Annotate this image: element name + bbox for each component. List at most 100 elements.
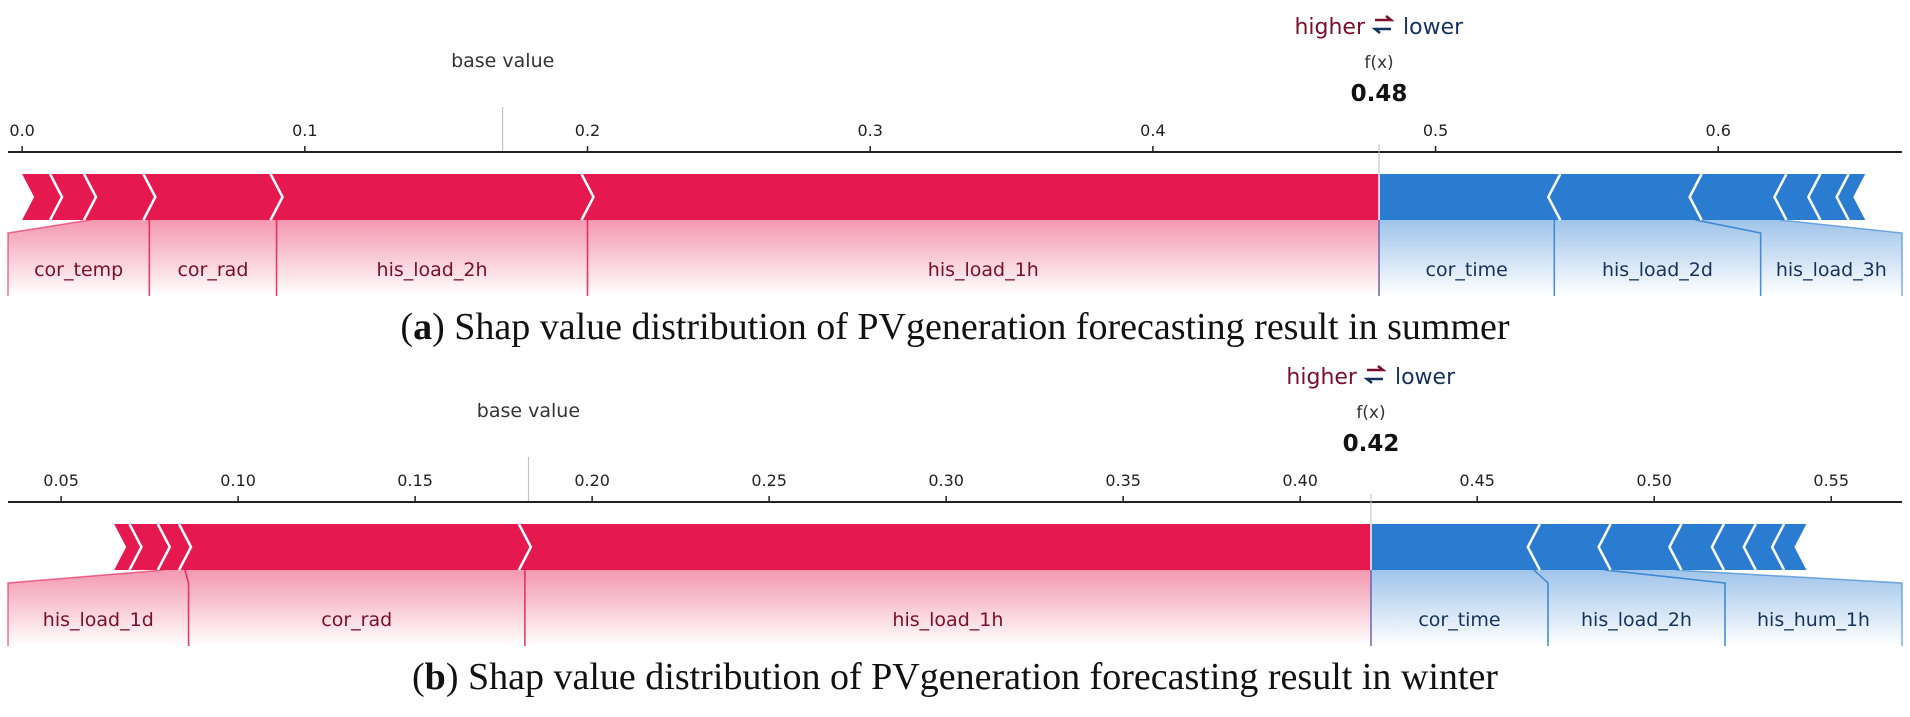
x-tick-label: 0.6	[1706, 121, 1731, 140]
feature-label: his_load_1d	[43, 609, 154, 631]
x-tick-label: 0.0	[9, 121, 34, 140]
feature-label: his_load_2h	[1581, 609, 1692, 631]
positive-segment-divider	[48, 173, 64, 221]
negative-segment-divider	[1742, 523, 1757, 571]
swap-arrows-icon	[1363, 365, 1387, 384]
winter-force-plot: higher lower f(x) 0.42 base value 0.05 0.10 0.1…	[7, 365, 1903, 698]
x-tick-label: 0.5	[1423, 121, 1448, 140]
caption-paren-open: (	[400, 306, 413, 348]
feature-label: his_load_2h	[377, 259, 488, 281]
x-tick-label: 0.40	[1282, 471, 1318, 490]
positive-bar	[22, 174, 1380, 220]
base-value-label: base value	[477, 400, 580, 422]
x-tick-label: 0.3	[857, 121, 882, 140]
caption-text: Shap value distribution of PVgeneration …	[445, 306, 1510, 348]
base-value-label: base value	[451, 50, 554, 72]
positive-segment-divider	[269, 173, 284, 221]
feature-label: his_hum_1h	[1757, 609, 1870, 631]
caption-text: Shap value distribution of PVgeneration …	[458, 656, 1498, 698]
negative-bar	[1379, 174, 1866, 220]
feature-band	[8, 220, 150, 296]
feature-connector	[7, 569, 164, 646]
feature-label: his_load_1h	[928, 259, 1039, 281]
legend-higher: higher	[1286, 365, 1357, 390]
feature-connector	[1533, 569, 1549, 646]
output-value: 0.42	[1343, 431, 1400, 457]
negative-bar	[1370, 524, 1807, 570]
feature-label: cor_time	[1418, 609, 1500, 631]
feature-label: cor_temp	[34, 259, 123, 281]
feature-connector	[1780, 219, 1903, 296]
negative-segment-divider	[1597, 523, 1612, 571]
x-tick-label: 0.15	[397, 471, 433, 490]
negative-segment-divider	[1526, 523, 1541, 571]
positive-segment-divider	[517, 523, 533, 571]
feature-band	[1695, 220, 1902, 296]
feature-label: cor_rad	[177, 259, 248, 281]
x-tick-label: 0.2	[575, 121, 600, 140]
fx-label: f(x)	[1356, 403, 1385, 423]
feature-band	[524, 570, 1371, 646]
feature-band	[149, 220, 277, 296]
feature-band	[185, 570, 525, 646]
positive-segment-divider	[580, 173, 595, 221]
feature-band	[1604, 570, 1902, 646]
x-tick-label: 0.10	[220, 471, 256, 490]
feature-band	[1554, 220, 1761, 296]
x-tick-label: 0.4	[1140, 121, 1165, 140]
positive-segment-divider	[82, 173, 98, 221]
figure-caption: (a) Shap value distribution of PVgenerat…	[400, 306, 1509, 348]
feature-band	[1379, 220, 1555, 296]
x-tick-label: 0.1	[292, 121, 317, 140]
negative-segment-divider	[1806, 173, 1822, 221]
feature-connector	[1675, 569, 1903, 646]
caption-letter: b	[425, 656, 446, 698]
feature-band	[1370, 570, 1548, 646]
x-tick-label: 0.55	[1813, 471, 1849, 490]
positive-segment-divider	[142, 173, 157, 221]
swap-arrows-icon	[1371, 15, 1395, 34]
negative-segment-divider	[1773, 173, 1788, 221]
x-tick-label: 0.45	[1459, 471, 1495, 490]
negative-segment-divider	[1770, 523, 1786, 571]
positive-segment-divider	[128, 523, 143, 571]
negative-segment-divider	[1546, 173, 1562, 221]
x-tick-label: 0.35	[1105, 471, 1141, 490]
feature-label: his_load_3h	[1776, 259, 1887, 281]
feature-band	[8, 570, 189, 646]
negative-segment-divider	[1688, 173, 1703, 221]
caption-paren-close: )	[432, 306, 445, 348]
feature-label: cor_time	[1426, 259, 1508, 281]
legend-lower: lower	[1403, 15, 1464, 40]
feature-band	[276, 220, 588, 296]
feature-label: his_load_1h	[892, 609, 1003, 631]
x-tick-label: 0.25	[751, 471, 787, 490]
feature-label: his_load_2d	[1602, 259, 1713, 281]
positive-bar	[114, 524, 1371, 570]
output-value: 0.48	[1351, 81, 1408, 107]
summer-force-plot: higher lower f(x) 0.48 base value 0.0 0.1 0.2 0.…	[7, 15, 1903, 348]
feature-connector	[1604, 569, 1726, 646]
caption-paren-open: (	[412, 656, 425, 698]
x-tick-label: 0.30	[928, 471, 964, 490]
caption-letter: a	[413, 306, 432, 348]
negative-segment-divider	[1710, 523, 1726, 571]
feature-connector	[1695, 219, 1762, 296]
feature-connector	[184, 569, 190, 646]
x-tick-label: 0.20	[574, 471, 610, 490]
feature-label: cor_rad	[321, 609, 392, 631]
x-tick-label: 0.50	[1636, 471, 1672, 490]
positive-segment-divider	[177, 523, 193, 571]
legend-lower: lower	[1395, 365, 1456, 390]
negative-segment-divider	[1668, 523, 1683, 571]
feature-connector	[7, 219, 91, 296]
fx-label: f(x)	[1364, 53, 1393, 73]
positive-segment-divider	[156, 523, 172, 571]
figure-caption: (b) Shap value distribution of PVgenerat…	[412, 656, 1498, 698]
negative-segment-divider	[1835, 173, 1850, 221]
legend-higher: higher	[1294, 15, 1365, 40]
feature-band	[1533, 570, 1725, 646]
feature-band	[587, 220, 1380, 296]
x-tick-label: 0.05	[43, 471, 79, 490]
